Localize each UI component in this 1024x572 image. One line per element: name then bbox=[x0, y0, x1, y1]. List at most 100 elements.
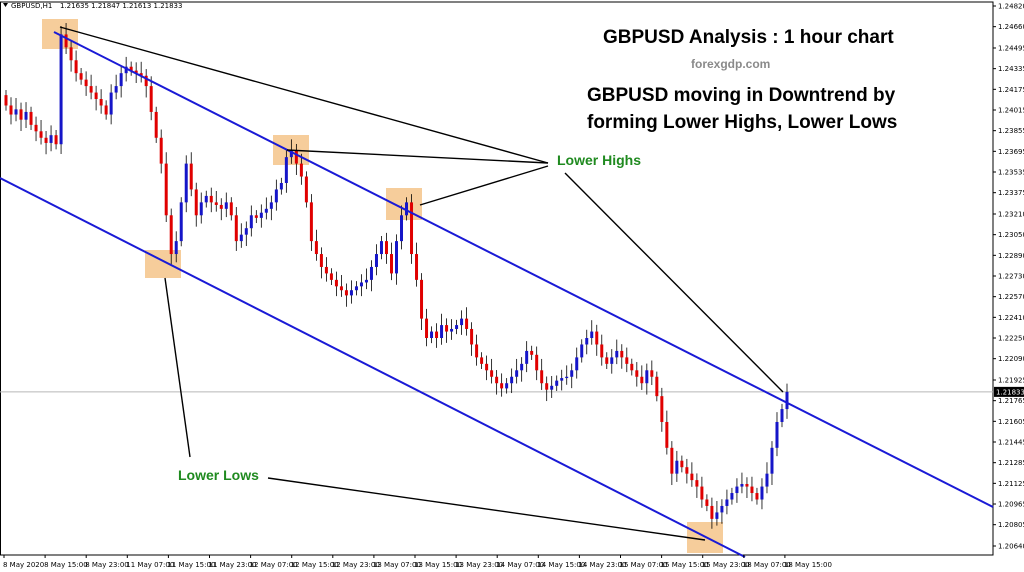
price-tick-label: 1.21285 bbox=[998, 459, 1024, 467]
upper-channel-line bbox=[53, 31, 994, 508]
candle-body bbox=[279, 182, 283, 190]
candle-body bbox=[319, 254, 323, 267]
candle-body bbox=[294, 150, 298, 164]
time-tick-label: 13 May 23:00 bbox=[455, 561, 503, 569]
candle-body bbox=[164, 163, 168, 216]
time-tick-label: 14 May 15:00 bbox=[537, 561, 585, 569]
candle-body bbox=[630, 363, 634, 371]
candle-body bbox=[775, 421, 779, 448]
candle-body bbox=[134, 70, 138, 74]
candle-body bbox=[760, 486, 764, 500]
candle-body bbox=[600, 344, 604, 358]
candle-body bbox=[14, 109, 18, 115]
candle-body bbox=[64, 34, 68, 48]
candle-body bbox=[149, 86, 153, 112]
pointer-line bbox=[286, 149, 549, 164]
price-tick-label: 1.21605 bbox=[998, 418, 1024, 426]
candle-body bbox=[725, 499, 729, 506]
candle-body bbox=[314, 241, 318, 255]
time-tick-label: 18 May 07:00 bbox=[743, 561, 791, 569]
candle-body bbox=[19, 109, 23, 120]
price-tick-label: 1.23535 bbox=[998, 169, 1024, 177]
candle-body bbox=[54, 135, 58, 145]
candle-body bbox=[289, 150, 293, 158]
symbol-label: GBPUSD,H1 bbox=[11, 2, 52, 10]
ohlc-label: 1.21635 1.21847 1.21613 1.21833 bbox=[60, 2, 182, 10]
candle-body bbox=[575, 357, 579, 371]
candle-body bbox=[169, 215, 173, 255]
candle-body bbox=[490, 370, 494, 377]
candle-body bbox=[620, 350, 624, 358]
candle-body bbox=[415, 254, 419, 280]
candle-body bbox=[39, 131, 43, 138]
candle-body bbox=[159, 137, 163, 164]
pointer-line bbox=[564, 172, 784, 393]
price-tick-label: 1.22250 bbox=[998, 335, 1024, 343]
candle-body bbox=[480, 357, 484, 364]
time-tick-label: 11 May 07:00 bbox=[126, 561, 174, 569]
lower-highs-label: Lower Highs bbox=[557, 152, 641, 168]
candle-body bbox=[550, 385, 554, 390]
candle-body bbox=[339, 286, 343, 291]
candle-body bbox=[344, 290, 348, 296]
analysis-line-2: forming Lower Highs, Lower Lows bbox=[587, 112, 897, 133]
candle-body bbox=[109, 92, 113, 115]
price-tick-label: 1.24015 bbox=[998, 106, 1024, 114]
candle-body bbox=[9, 105, 13, 115]
candle-body bbox=[640, 376, 644, 384]
candle-body bbox=[329, 273, 333, 280]
candle-body bbox=[324, 266, 328, 274]
candle-body bbox=[304, 176, 308, 203]
candle-body bbox=[349, 290, 353, 296]
candle-body bbox=[690, 473, 694, 481]
candle-body bbox=[755, 493, 759, 500]
candle-body bbox=[470, 328, 474, 345]
candle-body bbox=[184, 163, 188, 203]
candle-body bbox=[740, 483, 744, 487]
candle-body bbox=[610, 357, 614, 364]
time-tick-label: 8 May 23:00 bbox=[85, 561, 129, 569]
candle-body bbox=[655, 376, 659, 397]
candle-body bbox=[785, 391, 789, 410]
candle-body bbox=[485, 363, 489, 371]
candle-body bbox=[530, 350, 534, 355]
candle-body bbox=[455, 325, 459, 329]
candle-body bbox=[625, 357, 629, 364]
candle-body bbox=[389, 254, 393, 274]
price-tick-label: 1.21125 bbox=[998, 480, 1024, 488]
price-tick-label: 1.24175 bbox=[998, 86, 1024, 94]
candle-body bbox=[59, 34, 63, 145]
time-tick-label: 18 May 15:00 bbox=[784, 561, 832, 569]
price-tick-label: 1.22090 bbox=[998, 355, 1024, 363]
candle-body bbox=[129, 66, 133, 71]
candle-body bbox=[495, 376, 499, 384]
candle-body bbox=[219, 204, 223, 209]
price-tick-label: 1.21765 bbox=[998, 397, 1024, 405]
candle-body bbox=[555, 380, 559, 386]
candle-body bbox=[750, 486, 754, 494]
analysis-line-1: GBPUSD moving in Downtrend by bbox=[587, 85, 896, 106]
chart-menu-icon[interactable] bbox=[3, 3, 8, 7]
candle-body bbox=[259, 212, 263, 218]
time-tick-label: 12 May 07:00 bbox=[250, 561, 298, 569]
candle-body bbox=[229, 202, 233, 216]
candle-body bbox=[94, 92, 98, 100]
candle-body bbox=[735, 486, 739, 494]
candle-body bbox=[179, 202, 183, 242]
candle-body bbox=[269, 202, 273, 209]
candle-body bbox=[695, 480, 699, 487]
candle-body bbox=[114, 86, 118, 93]
candle-body bbox=[234, 215, 238, 242]
candle-body bbox=[299, 163, 303, 177]
time-tick-label: 14 May 07:00 bbox=[496, 561, 544, 569]
candle-body bbox=[254, 215, 258, 218]
candle-body bbox=[34, 124, 38, 132]
candle-body bbox=[685, 467, 689, 474]
candle-body bbox=[635, 370, 639, 377]
price-tick-label: 1.23695 bbox=[998, 148, 1024, 156]
time-tick-label: 11 May 15:00 bbox=[167, 561, 215, 569]
candle-body bbox=[74, 60, 78, 74]
candle-body bbox=[710, 505, 714, 519]
candle-body bbox=[435, 331, 439, 339]
time-tick-label: 8 May 2020 bbox=[3, 561, 44, 569]
